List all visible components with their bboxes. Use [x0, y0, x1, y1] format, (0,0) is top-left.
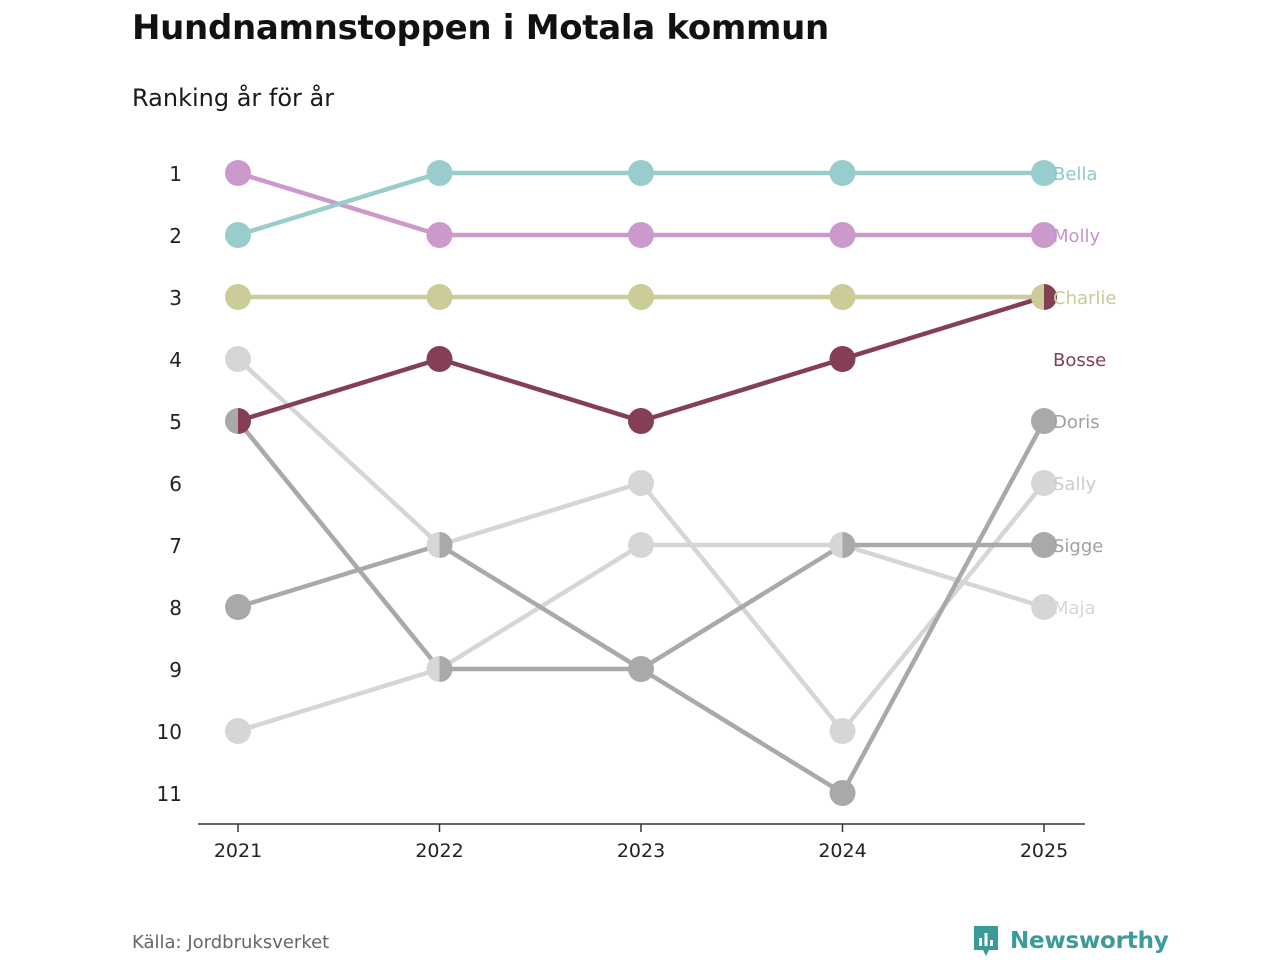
point-sigge-2024: [842, 532, 856, 558]
point-doris-2024: [829, 780, 856, 806]
y-tick-label-6: 6: [169, 472, 182, 496]
y-tick-label-8: 8: [169, 596, 182, 620]
point-charlie-2023: [628, 284, 654, 310]
series-label-maja: Maja: [1053, 598, 1096, 619]
y-tick-label-4: 4: [169, 348, 182, 372]
source-note: Källa: Jordbruksverket: [132, 932, 330, 953]
chart-title: Hundnamnstoppen i Motala kommun: [132, 8, 829, 48]
y-tick-label-10: 10: [157, 720, 182, 744]
series-label-doris: Doris: [1053, 412, 1100, 433]
point-doris-2022: [439, 656, 453, 682]
series-label-bella: Bella: [1053, 164, 1097, 185]
point-sally-2021: [225, 346, 251, 372]
series-label-sally: Sally: [1053, 474, 1096, 495]
point-bosse-2021: [238, 408, 251, 434]
point-sigge-2023: [628, 656, 641, 682]
point-maja-2022: [426, 656, 440, 682]
point-sally-2024: [829, 718, 856, 744]
point-maja-2021: [225, 718, 251, 744]
y-tick-label-7: 7: [169, 534, 182, 558]
point-charlie-2022: [426, 284, 453, 310]
point-bella-2023: [628, 160, 654, 186]
point-molly-2024: [829, 222, 856, 248]
newsworthy-logo-icon: [974, 926, 998, 956]
point-charlie-2021: [225, 284, 251, 310]
point-molly-2023: [628, 222, 654, 248]
point-bella-2022: [426, 160, 453, 186]
y-tick-label-9: 9: [169, 658, 182, 682]
point-bosse-2022: [426, 346, 453, 372]
point-doris-2023: [641, 656, 654, 682]
y-tick-label-1: 1: [169, 162, 182, 186]
x-tick-label-2021: 2021: [214, 840, 262, 862]
y-tick-label-11: 11: [157, 782, 182, 806]
point-maja-2024: [829, 532, 843, 558]
point-maja-2023: [628, 532, 654, 558]
point-sigge-2025: [1031, 532, 1057, 558]
point-sally-2023: [628, 470, 654, 496]
point-bella-2025: [1031, 160, 1057, 186]
x-tick-label-2025: 2025: [1020, 840, 1068, 862]
series-label-charlie: Charlie: [1053, 288, 1116, 309]
brand-name: Newsworthy: [1010, 928, 1169, 954]
point-maja-2025: [1031, 594, 1057, 620]
y-tick-label-3: 3: [169, 286, 182, 310]
point-bosse-2023: [628, 408, 654, 434]
point-sigge-2021: [225, 594, 251, 620]
point-molly-2025: [1031, 222, 1057, 248]
point-charlie-2024: [829, 284, 856, 310]
series-line-bosse: [235, 294, 1047, 424]
point-bosse-2025: [1044, 284, 1057, 310]
point-molly-2022: [426, 222, 453, 248]
x-tick-label-2023: 2023: [617, 840, 665, 862]
point-sally-2025: [1031, 470, 1057, 496]
series-label-molly: Molly: [1053, 226, 1101, 247]
point-sigge-2022: [439, 532, 453, 558]
point-charlie-2025: [1031, 284, 1044, 310]
chart-subtitle: Ranking år för år: [132, 84, 335, 112]
point-bosse-2024: [829, 346, 856, 372]
point-doris-2025: [1031, 408, 1057, 434]
series-label-bosse: Bosse: [1053, 350, 1106, 371]
point-doris-2021: [225, 408, 238, 434]
y-tick-label-5: 5: [169, 410, 182, 434]
point-sally-2022: [426, 532, 440, 558]
point-bella-2021: [225, 222, 251, 248]
point-molly-2021: [225, 160, 251, 186]
newsworthy-logo: Newsworthy: [972, 924, 1169, 958]
x-tick-label-2024: 2024: [818, 840, 866, 862]
point-bella-2024: [829, 160, 856, 186]
series-line-sigge: [235, 542, 1047, 672]
x-tick-label-2022: 2022: [415, 840, 463, 862]
y-tick-label-2: 2: [169, 224, 182, 248]
series-label-sigge: Sigge: [1053, 536, 1103, 557]
